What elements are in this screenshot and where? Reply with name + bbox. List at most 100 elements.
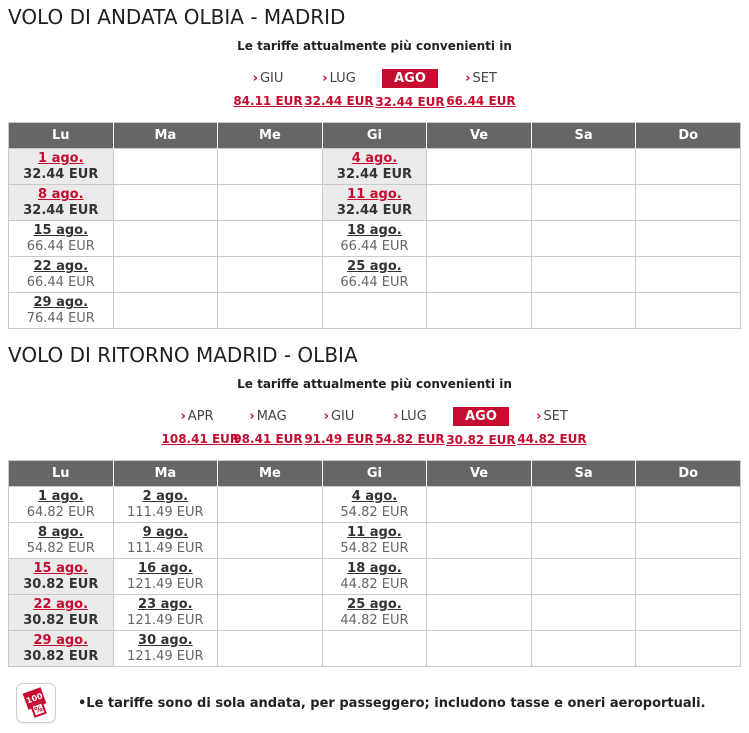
fare-date-link[interactable]: 18 ago.	[347, 223, 402, 238]
month-price-link[interactable]: 98.41 EUR	[233, 432, 303, 446]
month-tab-label: APR	[187, 409, 214, 424]
fare-price: 111.49 EUR	[127, 505, 204, 520]
fare-date-link[interactable]: 22 ago.	[33, 259, 89, 274]
chevron-right-icon: ›	[465, 71, 471, 86]
empty-cell	[217, 594, 323, 631]
fare-cell: 25 ago. 44.82 EUR	[321, 594, 428, 631]
chevron-right-icon: ›	[249, 409, 255, 424]
month-tab-set[interactable]: › SET	[459, 70, 503, 87]
fare-cell: 22 ago. 30.82 EUR	[8, 594, 114, 631]
return-subtitle: Le tariffe attualmente più convenienti i…	[237, 377, 512, 391]
fare-cell: 29 ago. 30.82 EUR	[8, 630, 114, 667]
outbound-section: VOLO DI ANDATA OLBIA - MADRID Le tariffe…	[8, 5, 741, 329]
chevron-right-icon: ›	[536, 409, 542, 424]
fare-date-link[interactable]: 1 ago.	[38, 151, 84, 166]
month-price-link[interactable]: 66.44 EUR	[446, 94, 516, 108]
month-tab-lug[interactable]: › LUG	[387, 408, 433, 425]
month-price-link[interactable]: 91.49 EUR	[304, 432, 374, 446]
empty-cell	[217, 522, 323, 559]
month-price-link[interactable]: 32.44 EUR	[375, 95, 445, 109]
empty-cell	[635, 630, 741, 667]
fare-date-link[interactable]: 1 ago.	[38, 489, 84, 504]
month-tab-lug[interactable]: › LUG	[316, 70, 362, 87]
fare-date-link[interactable]: 22 ago.	[33, 597, 89, 612]
fare-date-link[interactable]: 4 ago.	[351, 489, 398, 504]
month-column-giu: › GIU 84.11 EUR	[233, 67, 304, 109]
fare-price: 66.44 EUR	[340, 275, 409, 290]
month-tab-apr[interactable]: › APR	[174, 408, 219, 425]
fare-cell: 11 ago. 32.44 EUR	[321, 184, 428, 221]
fare-date-link[interactable]: 11 ago.	[347, 525, 402, 540]
weekday-header-gi: Gi	[321, 460, 427, 487]
month-price-link[interactable]: 32.44 EUR	[304, 94, 374, 108]
fare-date-link[interactable]: 25 ago.	[347, 597, 402, 612]
month-price-link[interactable]: 44.82 EUR	[517, 432, 587, 446]
fare-price: 30.82 EUR	[23, 649, 99, 664]
month-price-link[interactable]: 54.82 EUR	[375, 432, 445, 446]
empty-cell	[530, 522, 637, 559]
fare-date-link[interactable]: 2 ago.	[142, 489, 189, 504]
return-title: VOLO DI RITORNO MADRID - OLBIA	[8, 343, 358, 367]
empty-cell	[217, 292, 323, 329]
empty-cell	[217, 486, 323, 523]
fare-price: 121.49 EUR	[127, 613, 204, 628]
empty-cell	[635, 256, 741, 293]
chevron-right-icon: ›	[180, 409, 186, 424]
fare-conditions-note: •Le tariffe sono di sola andata, per pas…	[78, 695, 706, 711]
chevron-right-icon: ›	[323, 409, 329, 424]
fare-date-link[interactable]: 25 ago.	[347, 259, 402, 274]
fare-price: 54.82 EUR	[340, 505, 409, 520]
empty-cell	[530, 486, 637, 523]
fare-price: 32.44 EUR	[23, 203, 99, 218]
calendar-week-row: 22 ago. 66.44 EUR 25 ago. 66.44 EUR	[8, 256, 741, 293]
month-price-link[interactable]: 108.41 EUR	[161, 432, 240, 446]
fare-cell: 18 ago. 44.82 EUR	[321, 558, 428, 595]
fare-date-link[interactable]: 8 ago.	[38, 525, 84, 540]
fare-cell: 9 ago. 111.49 EUR	[112, 522, 219, 559]
calendar-week-row: 1 ago. 64.82 EUR 2 ago. 111.49 EUR 4 ago. 54.…	[8, 486, 741, 523]
month-tab-label: GIU	[330, 409, 355, 424]
fare-price: 32.44 EUR	[23, 167, 99, 182]
fare-date-link[interactable]: 4 ago.	[351, 151, 398, 166]
month-price-link[interactable]: 30.82 EUR	[446, 433, 516, 447]
fare-cell: 18 ago. 66.44 EUR	[321, 220, 428, 257]
empty-cell	[217, 184, 323, 221]
fare-cell: 11 ago. 54.82 EUR	[321, 522, 428, 559]
fare-date-link[interactable]: 9 ago.	[142, 525, 189, 540]
fare-date-link[interactable]: 16 ago.	[138, 561, 193, 576]
fare-date-link[interactable]: 29 ago.	[33, 633, 89, 648]
fare-cell: 15 ago. 30.82 EUR	[8, 558, 114, 595]
month-tab-giu[interactable]: › GIU	[318, 408, 361, 425]
calendar-week-row: 29 ago. 76.44 EUR	[8, 292, 741, 329]
fare-date-link[interactable]: 23 ago.	[138, 597, 193, 612]
month-price-link[interactable]: 84.11 EUR	[233, 94, 303, 108]
weekday-header-sa: Sa	[530, 460, 636, 487]
fare-date-link[interactable]: 30 ago.	[138, 633, 193, 648]
fare-price: 30.82 EUR	[23, 613, 99, 628]
fare-date-link[interactable]: 15 ago.	[33, 561, 89, 576]
weekday-header-ma: Ma	[112, 460, 218, 487]
empty-cell	[426, 184, 532, 221]
fare-date-link[interactable]: 29 ago.	[33, 295, 89, 310]
month-tab-mag[interactable]: › MAG	[243, 408, 292, 425]
fare-cell: 15 ago. 66.44 EUR	[8, 220, 114, 257]
fare-price: 64.82 EUR	[26, 505, 95, 520]
month-tab-giu[interactable]: › GIU	[247, 70, 290, 87]
fare-date-link[interactable]: 11 ago.	[347, 187, 402, 202]
weekday-header-gi: Gi	[321, 122, 427, 149]
month-tab-set[interactable]: › SET	[530, 408, 574, 425]
chevron-right-icon: ›	[322, 71, 328, 86]
fare-cell: 29 ago. 76.44 EUR	[8, 292, 114, 329]
month-tab-ago[interactable]: AGO	[382, 69, 438, 88]
calendar-week-row: 22 ago. 30.82 EUR 23 ago. 121.49 EUR 25 ago.…	[8, 594, 741, 631]
fare-date-link[interactable]: 18 ago.	[347, 561, 402, 576]
month-tab-ago[interactable]: AGO	[453, 407, 509, 426]
fare-date-link[interactable]: 8 ago.	[38, 187, 84, 202]
chevron-right-icon: ›	[252, 71, 258, 86]
fare-date-link[interactable]: 15 ago.	[33, 223, 89, 238]
empty-cell	[217, 148, 323, 185]
empty-cell	[635, 522, 741, 559]
month-tab-label: AGO	[394, 71, 426, 86]
fare-price: 66.44 EUR	[26, 239, 95, 254]
